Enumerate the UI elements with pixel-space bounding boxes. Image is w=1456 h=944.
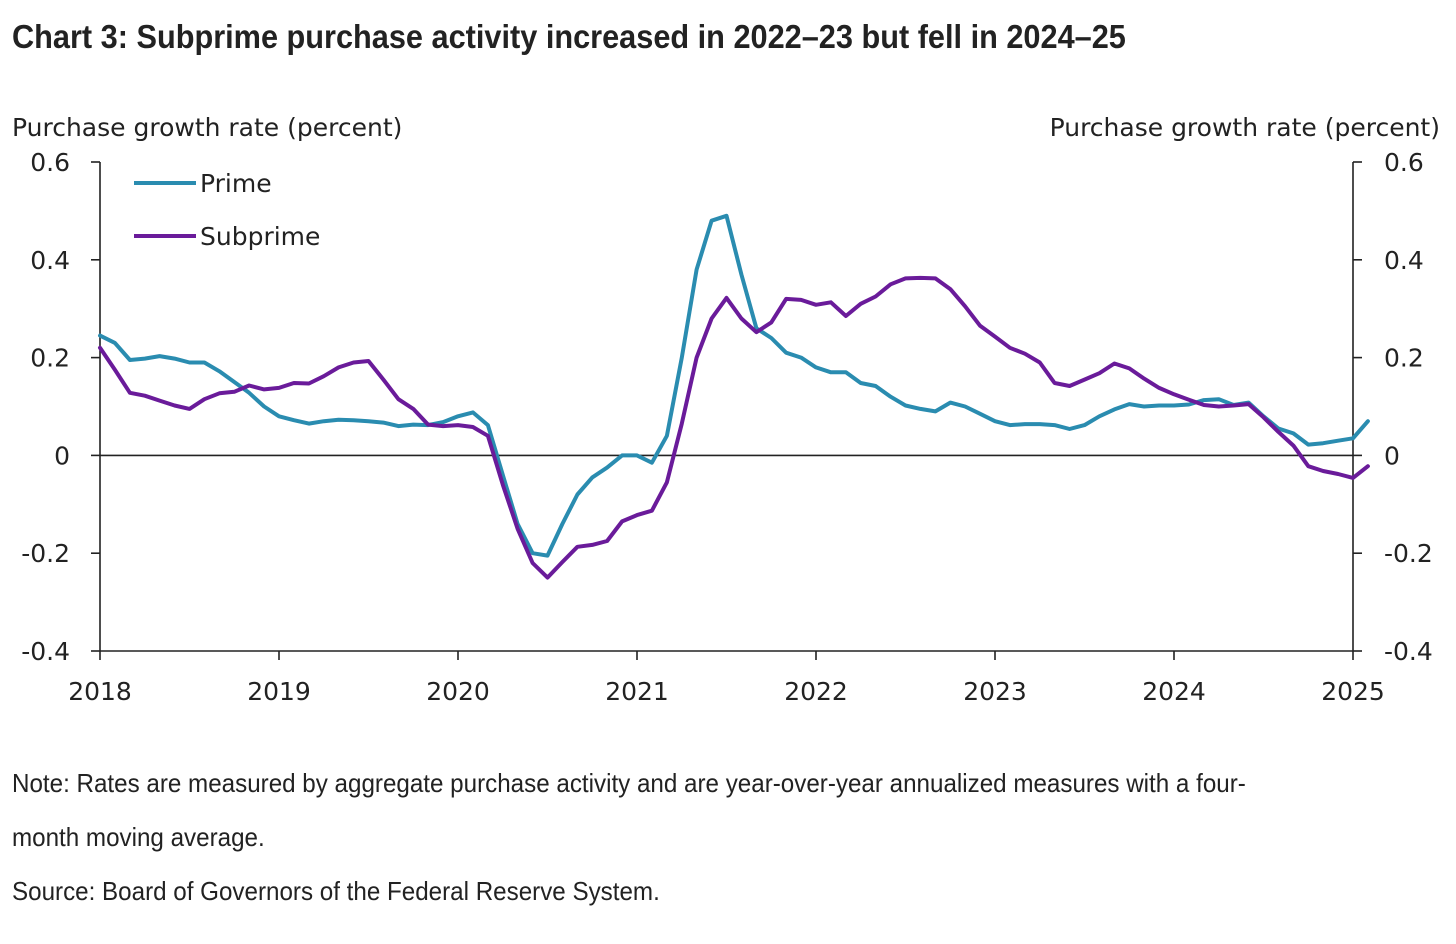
source-text: Source: Board of Governors of the Federa… (12, 876, 660, 906)
y-tick-label-right: 0.6 (1384, 148, 1424, 177)
series-line-subprime (98, 275, 1370, 580)
x-tick-label: 2023 (963, 677, 1027, 706)
series-line-prime (98, 213, 1370, 558)
y-ticks-right: -0.4 -0.2 0 0.2 0.4 0.6 (1353, 148, 1433, 666)
x-tick-label: 2024 (1142, 677, 1206, 706)
y-tick-label-right: -0.4 (1384, 637, 1433, 666)
x-tick-label: 2022 (784, 677, 848, 706)
y-tick-label-right: -0.2 (1384, 539, 1433, 568)
legend: Prime Subprime (134, 169, 320, 251)
y-ticks-left: -0.4 -0.2 0 0.2 0.4 0.6 (21, 148, 100, 666)
x-tick-label: 2018 (68, 677, 132, 706)
x-tick-label: 2025 (1321, 677, 1385, 706)
y-tick-label-left: 0.2 (30, 344, 70, 373)
chart-title: Chart 3: Subprime purchase activity incr… (12, 18, 1126, 55)
y-tick-label-right: 0.4 (1384, 246, 1424, 275)
y-tick-label-left: 0 (54, 441, 70, 470)
y-tick-label-right: 0 (1384, 441, 1400, 470)
y-tick-label-left: 0.4 (30, 246, 70, 275)
x-tick-label: 2021 (605, 677, 669, 706)
x-tick-label: 2019 (247, 677, 311, 706)
legend-label-prime: Prime (200, 169, 272, 198)
legend-label-subprime: Subprime (200, 222, 320, 251)
series-layer (98, 213, 1370, 580)
x-ticks: 2018 2019 2020 2021 2022 2023 2024 2025 (68, 651, 1385, 706)
y-axis-label-right: Purchase growth rate (percent) (1050, 113, 1440, 142)
y-tick-label-left: -0.2 (21, 539, 70, 568)
y-tick-label-left: -0.4 (21, 637, 70, 666)
y-tick-label-left: 0.6 (30, 148, 70, 177)
y-tick-label-right: 0.2 (1384, 344, 1424, 373)
y-axis-label-left: Purchase growth rate (percent) (12, 113, 402, 142)
x-tick-label: 2020 (426, 677, 490, 706)
note-text-line-2: month moving average. (12, 822, 265, 852)
note-text-line-1: Note: Rates are measured by aggregate pu… (12, 768, 1246, 798)
